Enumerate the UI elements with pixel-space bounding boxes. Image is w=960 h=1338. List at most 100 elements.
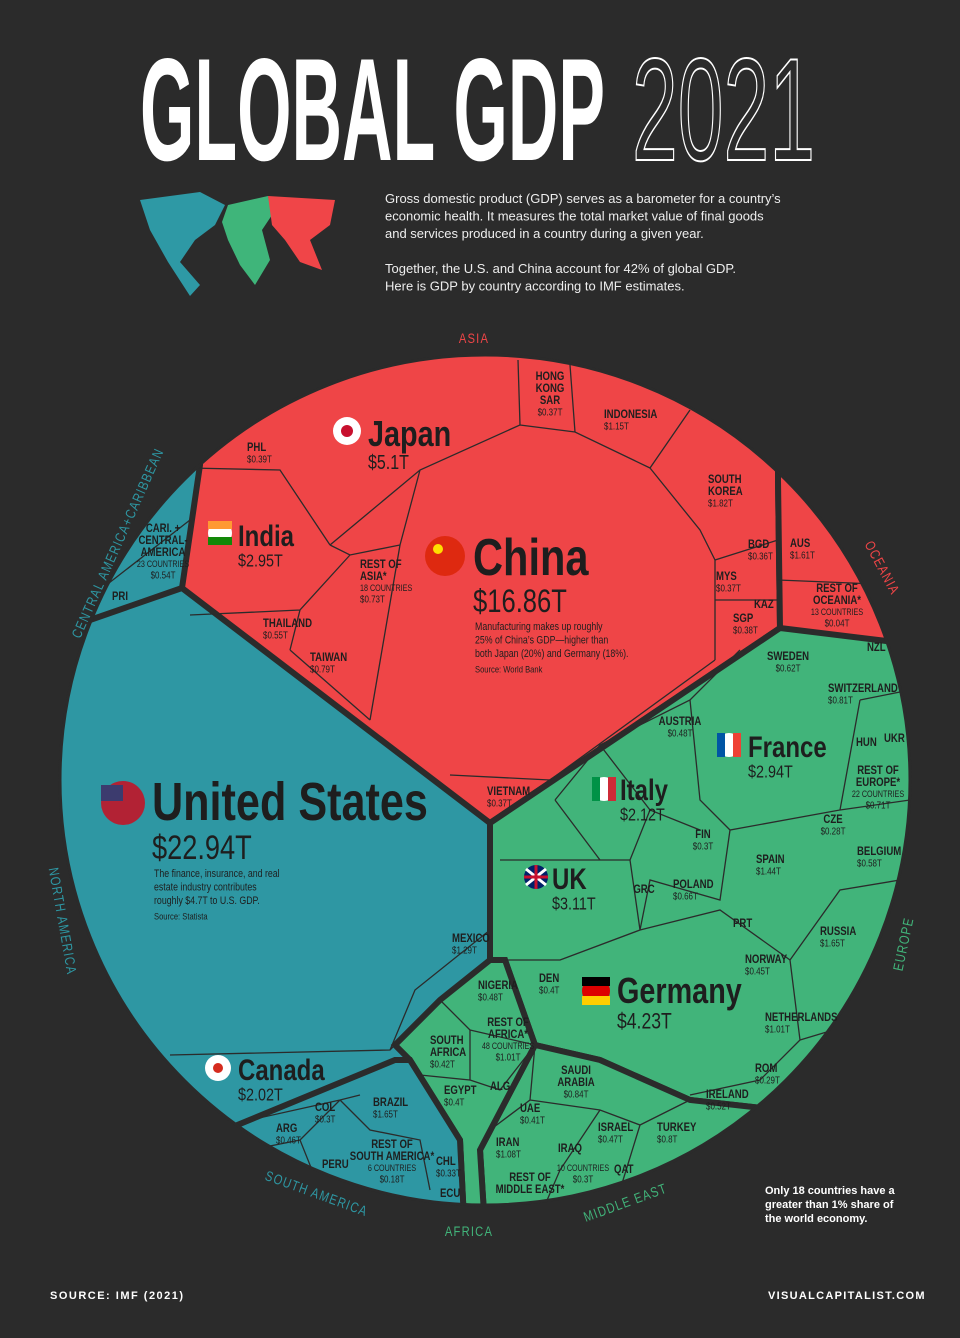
country-value: $0.81T xyxy=(828,695,853,706)
country-name: PERU xyxy=(322,1158,349,1171)
country-name: MYS xyxy=(716,570,737,583)
intro-line: Gross domestic product (GDP) serves as a… xyxy=(385,191,781,206)
country-value: $0.8T xyxy=(657,1134,678,1145)
flags xyxy=(101,417,741,1081)
country-value: $0.37T xyxy=(716,583,741,594)
country-name: POLAND xyxy=(673,878,714,891)
country-name: FIN xyxy=(695,828,711,841)
country-name: TAIWAN xyxy=(310,651,347,664)
country-name: ARG xyxy=(276,1122,297,1135)
side-note: greater than 1% share of xyxy=(765,1199,894,1211)
title: GLOBAL GDP xyxy=(140,28,605,191)
country-value: $0.54T xyxy=(151,570,176,581)
country-name: OCEANIA* xyxy=(813,594,862,607)
country-name: EGYPT xyxy=(444,1084,477,1097)
country-value: $0.41T xyxy=(520,1115,545,1126)
country-value: $0.47T xyxy=(598,1134,623,1145)
country-value: $0.18T xyxy=(380,1174,405,1185)
country-name: NORWAY xyxy=(745,953,788,966)
country-name: HUN xyxy=(856,736,877,749)
region-label: AFRICA xyxy=(445,1224,493,1239)
country-name: KONG xyxy=(536,382,565,395)
country-name: CZE xyxy=(823,813,842,826)
footer-brand: VISUALCAPITALIST.COM xyxy=(768,1290,926,1302)
country-value: $0.42T xyxy=(430,1059,455,1070)
country-note: both Japan (20%) and Germany (18%). xyxy=(475,648,628,660)
country-name: REST OF xyxy=(509,1171,551,1184)
country-value: $0.3T xyxy=(693,841,714,852)
country-source: Source: World Bank xyxy=(475,663,543,674)
country-name: India xyxy=(238,518,295,552)
country-name: SOUTH AMERICA* xyxy=(350,1150,435,1163)
country-name: PRI xyxy=(112,590,128,603)
country-name: NZL xyxy=(867,641,886,654)
country-name: France xyxy=(748,729,827,763)
country-name: MEXICO xyxy=(452,932,490,945)
country-value: $0.62T xyxy=(776,663,801,674)
country-name: AUS xyxy=(790,537,810,550)
country-name: United States xyxy=(152,773,428,833)
country-name: REST OF xyxy=(857,764,899,777)
country-name: KOREA xyxy=(708,485,743,498)
country-value: $1.01T xyxy=(765,1024,790,1035)
country-name: NETHERLANDS xyxy=(765,1011,837,1024)
country-name: UK xyxy=(552,861,587,895)
country-value: $0.45T xyxy=(745,966,770,977)
country-name: AMERICA xyxy=(141,546,186,559)
country-value: $0.66T xyxy=(673,891,698,902)
country-value: $0.46T xyxy=(276,1135,301,1146)
intro-line: economic health. It measures the total m… xyxy=(385,209,764,224)
country-name: MIDDLE EAST* xyxy=(496,1183,565,1196)
country-value: $0.84T xyxy=(564,1089,589,1100)
country-value: $0.79T xyxy=(310,664,335,675)
country-value: $0.3T xyxy=(315,1114,336,1125)
country-value: $0.71T xyxy=(866,800,891,811)
region-label: ASIA xyxy=(459,331,489,346)
country-value: $0.04T xyxy=(825,618,850,629)
country-value: $0.55T xyxy=(263,630,288,641)
country-value: $2.12T xyxy=(620,805,665,825)
country-name: ALG xyxy=(490,1080,510,1093)
country-value: $0.36T xyxy=(748,551,773,562)
country-name: VIETNAM xyxy=(487,785,530,798)
country-name: CENTRAL- xyxy=(138,534,187,547)
country-name: HONG xyxy=(536,370,565,383)
country-name: AFRICA* xyxy=(488,1028,529,1041)
intro-line: Together, the U.S. and China account for… xyxy=(385,261,736,276)
country-value: $0.73T xyxy=(360,594,385,605)
country-name: Japan xyxy=(368,413,451,454)
country-source: Source: Statista xyxy=(154,911,208,922)
country-name: SOUTH xyxy=(430,1034,464,1047)
side-note: Only 18 countries have a xyxy=(765,1185,895,1197)
country-count: 23 COUNTRIES xyxy=(137,559,190,569)
country-value: $0.28T xyxy=(821,826,846,837)
country-name: INDONESIA xyxy=(604,408,657,421)
country-name: UAE xyxy=(520,1102,540,1115)
country-name: ECU xyxy=(440,1187,460,1200)
country-value: $2.02T xyxy=(238,1085,283,1105)
country-value: $16.86T xyxy=(473,584,567,619)
country-value: $1.01T xyxy=(496,1052,521,1063)
country-name: ASIA* xyxy=(360,570,387,583)
country-name: CARI. + xyxy=(146,522,180,535)
country-name: ARABIA xyxy=(557,1076,594,1089)
country-name: SGP xyxy=(733,612,753,625)
country-value: $1.08T xyxy=(496,1149,521,1160)
country-name: AUSTRIA xyxy=(659,715,702,728)
country-name: SAUDI xyxy=(561,1064,591,1077)
country-value: $1.61T xyxy=(790,550,815,561)
country-name: GRC xyxy=(633,883,654,896)
country-name: RUSSIA xyxy=(820,925,856,938)
country-name: Germany xyxy=(617,970,742,1011)
country-note: The finance, insurance, and real xyxy=(154,868,280,880)
country-value: $1.29T xyxy=(452,945,477,956)
country-name: IRAN xyxy=(496,1136,520,1149)
country-name: REST OF xyxy=(487,1016,529,1029)
country-note: estate industry contributes xyxy=(154,882,257,894)
country-name: PRT xyxy=(733,917,753,930)
country-name: EUROPE* xyxy=(856,776,901,789)
country-count: 6 COUNTRIES xyxy=(368,1163,417,1173)
country-value: $2.94T xyxy=(748,762,793,782)
